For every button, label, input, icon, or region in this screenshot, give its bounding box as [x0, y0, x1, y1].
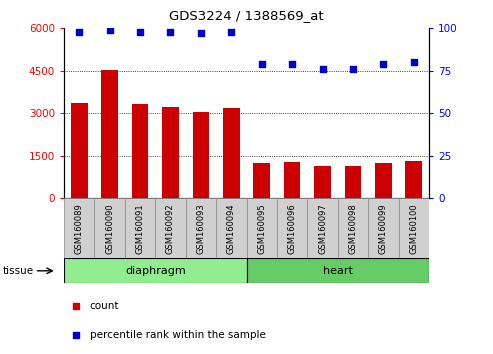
- Point: [167, 29, 175, 35]
- Point: [349, 66, 357, 72]
- Text: percentile rank within the sample: percentile rank within the sample: [90, 330, 266, 340]
- Text: GSM160100: GSM160100: [409, 203, 418, 254]
- Bar: [345, 166, 361, 198]
- Text: GSM160097: GSM160097: [318, 203, 327, 254]
- Bar: [64, 258, 246, 283]
- Text: GSM160099: GSM160099: [379, 203, 388, 254]
- Point: [288, 61, 296, 67]
- Point: [410, 59, 418, 65]
- Text: GSM160090: GSM160090: [105, 203, 114, 254]
- Text: GDS3224 / 1388569_at: GDS3224 / 1388569_at: [169, 9, 324, 22]
- Bar: [375, 162, 391, 198]
- Point: [258, 61, 266, 67]
- Text: diaphragm: diaphragm: [125, 266, 186, 276]
- Bar: [253, 164, 270, 198]
- Bar: [246, 198, 277, 258]
- Text: GSM160093: GSM160093: [196, 203, 206, 254]
- Bar: [307, 198, 338, 258]
- Text: GSM160089: GSM160089: [75, 203, 84, 254]
- Bar: [314, 166, 331, 198]
- Bar: [368, 198, 398, 258]
- Bar: [246, 258, 429, 283]
- Text: GSM160098: GSM160098: [349, 203, 357, 254]
- Point: [380, 61, 387, 67]
- Bar: [95, 198, 125, 258]
- Point: [197, 30, 205, 36]
- Point: [365, 145, 373, 151]
- Bar: [132, 104, 148, 198]
- Text: heart: heart: [323, 266, 352, 276]
- Text: GSM160091: GSM160091: [136, 203, 144, 254]
- Bar: [71, 103, 88, 198]
- Text: count: count: [90, 301, 119, 311]
- Text: GSM160094: GSM160094: [227, 203, 236, 254]
- Bar: [186, 198, 216, 258]
- Text: tissue: tissue: [2, 266, 34, 276]
- Bar: [277, 198, 307, 258]
- Text: GSM160095: GSM160095: [257, 203, 266, 254]
- Bar: [216, 198, 246, 258]
- Point: [136, 29, 144, 35]
- Point: [75, 29, 83, 35]
- Bar: [102, 70, 118, 198]
- Text: GSM160092: GSM160092: [166, 203, 175, 254]
- Bar: [162, 107, 179, 198]
- Bar: [125, 198, 155, 258]
- Text: GSM160096: GSM160096: [287, 203, 297, 254]
- Bar: [398, 198, 429, 258]
- Bar: [405, 161, 422, 198]
- Point: [318, 66, 326, 72]
- Bar: [193, 112, 209, 198]
- Bar: [155, 198, 186, 258]
- Bar: [284, 162, 300, 198]
- Bar: [223, 108, 240, 198]
- Bar: [64, 198, 95, 258]
- Point: [227, 29, 235, 35]
- Point: [106, 27, 113, 33]
- Bar: [338, 198, 368, 258]
